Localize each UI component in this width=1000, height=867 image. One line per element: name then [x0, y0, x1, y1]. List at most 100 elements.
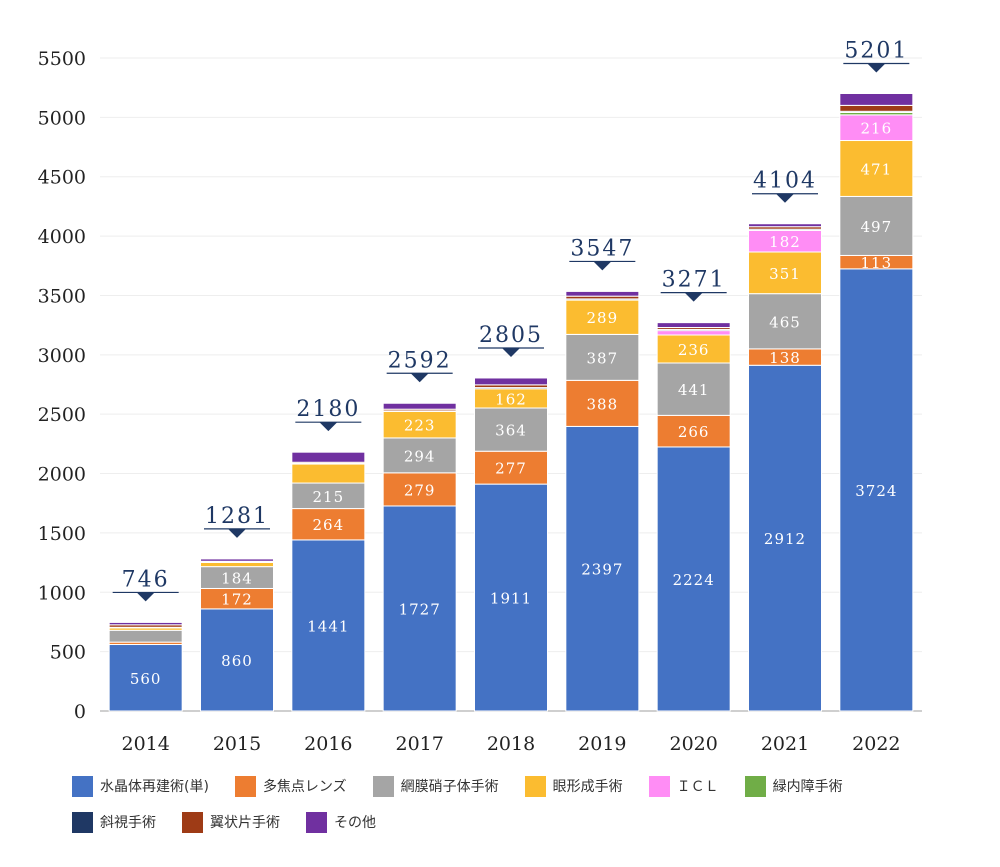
x-tick-label: 2020	[669, 733, 717, 755]
x-tick-label: 2018	[487, 733, 535, 755]
legend-swatch	[524, 775, 546, 797]
legend-swatch	[306, 811, 327, 833]
bar-segment	[656, 334, 731, 364]
bars: 560 860 172 184 1441 264 215 1727 279 294 223 1911 2…	[108, 92, 914, 712]
total-pointer-icon	[136, 592, 155, 602]
data-label: 364	[495, 422, 527, 440]
bar-segment	[200, 561, 274, 568]
data-label: 216	[861, 120, 893, 138]
bar-segment	[565, 299, 640, 335]
bar-segment	[108, 644, 183, 712]
y-tick-label: 1500	[38, 523, 86, 545]
bar-segment	[748, 293, 822, 350]
bar-segment	[656, 446, 731, 712]
bar-segment	[108, 629, 183, 643]
y-tick-label: 5500	[38, 48, 86, 70]
bar-segment	[382, 437, 457, 474]
data-label: 497	[861, 218, 893, 236]
legend-item: 斜視手術	[72, 811, 156, 833]
bar-segment	[291, 539, 366, 712]
total-label: 5201	[844, 38, 908, 63]
data-label: 266	[678, 423, 710, 441]
bar-segment	[748, 364, 822, 712]
total-label: 3271	[662, 268, 726, 293]
bar-segment	[382, 505, 457, 712]
legend-label: 網膜硝子体手術	[400, 779, 499, 795]
y-tick-label: 1000	[38, 582, 86, 604]
bar-segment	[656, 330, 731, 336]
data-label: 279	[404, 481, 436, 499]
bar-segment	[474, 450, 548, 485]
data-label: 465	[769, 313, 801, 331]
data-label: 264	[313, 516, 345, 534]
bar-segment	[200, 608, 274, 712]
legend: 水晶体再建術(単) 多焦点レンズ 網膜硝子体手術 眼形成手術 ＩＣＬ 緑内障手術 斜視手術 翼…	[72, 768, 972, 840]
data-label: 289	[587, 309, 619, 327]
y-tick-label: 4000	[38, 226, 86, 248]
total-pointer-icon	[867, 63, 886, 73]
bar-segment	[839, 140, 914, 197]
legend-label: その他	[334, 815, 376, 831]
total-label: 2805	[479, 323, 543, 348]
bar-segment	[565, 290, 640, 297]
legend-label: 水晶体再建術(単)	[100, 779, 209, 795]
legend-label: 翼状片手術	[210, 815, 280, 831]
legend-swatch	[648, 775, 670, 797]
x-tick-label: 2022	[852, 733, 900, 755]
bar-segment	[839, 268, 914, 712]
bar-segment	[200, 558, 274, 562]
total-pointer-icon	[410, 373, 429, 383]
bar-segment	[291, 508, 366, 541]
data-label: 138	[769, 349, 801, 367]
data-label: 113	[861, 254, 893, 272]
legend-swatch	[72, 775, 93, 797]
total-pointer-icon	[593, 261, 612, 271]
x-tick-label: 2017	[395, 733, 443, 755]
bar-segment	[565, 379, 640, 427]
legend-swatch	[182, 811, 203, 833]
total-label: 4104	[753, 169, 817, 194]
data-label: 172	[221, 591, 253, 609]
legend-item: 翼状片手術	[182, 811, 280, 833]
total-label: 3547	[570, 236, 634, 261]
legend-swatch	[372, 775, 394, 797]
total-pointer-icon	[684, 292, 703, 302]
bar-segment	[839, 195, 914, 256]
data-label: 184	[221, 570, 253, 588]
x-tick-label: 2016	[304, 733, 352, 755]
data-label: 294	[404, 447, 436, 465]
data-label: 441	[678, 381, 710, 399]
y-tick-label: 0	[74, 701, 86, 723]
data-label: 1911	[490, 590, 532, 608]
total-label: 2180	[296, 397, 360, 422]
bar-segment	[656, 414, 731, 448]
total-label: 2592	[388, 348, 452, 373]
y-tick-label: 2000	[38, 464, 86, 486]
legend-row: 水晶体再建術(単) 多焦点レンズ 網膜硝子体手術 眼形成手術 ＩＣＬ 緑内障手術	[72, 768, 972, 804]
legend-item: ＩＣＬ	[648, 775, 719, 797]
legend-item: 緑内障手術	[744, 775, 843, 797]
bar-segment	[474, 377, 548, 386]
data-label: 388	[587, 395, 619, 413]
y-tick-label: 500	[50, 642, 86, 664]
data-label: 3724	[855, 482, 897, 500]
x-tick-label: 2014	[121, 733, 169, 755]
data-label: 1441	[307, 617, 349, 635]
legend-label: 多焦点レンズ	[262, 779, 347, 795]
bar-segment	[839, 104, 914, 112]
bar-segment	[474, 483, 548, 712]
data-label: 351	[769, 265, 801, 283]
data-label: 860	[221, 652, 253, 670]
legend-item: その他	[306, 811, 376, 833]
total-markers: 746 1281 2180 2592 2805 3547 3271 4104 5201	[112, 38, 910, 602]
bar-segment	[748, 223, 822, 228]
bar-segment	[565, 425, 640, 712]
legend-item: 網膜硝子体手術	[372, 775, 499, 797]
legend-swatch	[72, 811, 93, 833]
legend-item: 多焦点レンズ	[234, 775, 347, 797]
legend-swatch	[744, 775, 766, 797]
data-label: 560	[130, 670, 162, 688]
y-axis: 0 500 1000 1500 2000 2500 3000 3500 4000 4500 5000…	[38, 48, 922, 723]
data-label: 387	[587, 349, 619, 367]
